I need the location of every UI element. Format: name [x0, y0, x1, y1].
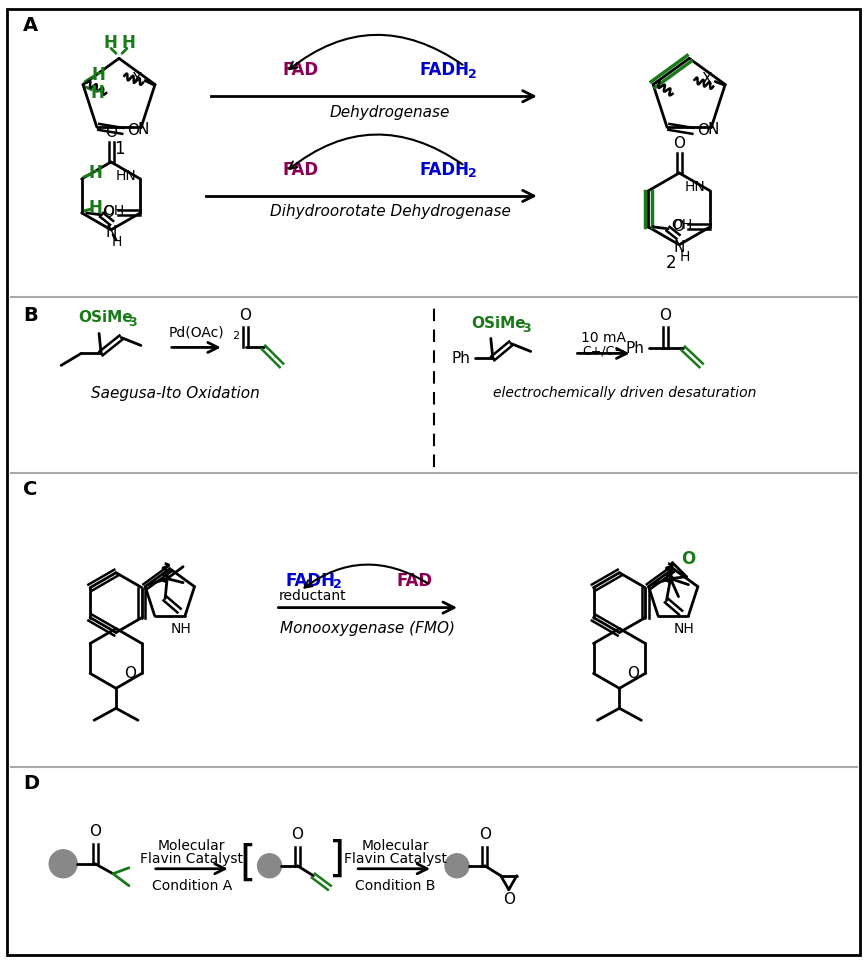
Text: N: N: [674, 240, 685, 255]
Text: N: N: [138, 122, 149, 138]
FancyArrowPatch shape: [305, 564, 428, 587]
Text: ]: ]: [329, 839, 345, 881]
Text: reductant: reductant: [279, 588, 346, 603]
Text: Ph: Ph: [626, 341, 644, 356]
Text: A: A: [23, 16, 38, 36]
Text: 2: 2: [333, 578, 342, 591]
Text: FADH: FADH: [420, 161, 470, 179]
Text: O: O: [697, 123, 709, 139]
Text: O: O: [124, 665, 136, 681]
Text: O: O: [89, 824, 101, 840]
Text: H: H: [90, 84, 104, 101]
Text: 3: 3: [128, 316, 137, 329]
Text: OH: OH: [672, 218, 693, 232]
Text: C: C: [23, 480, 37, 499]
Text: OSiMe: OSiMe: [471, 316, 526, 331]
Text: Condition A: Condition A: [152, 878, 232, 893]
Text: D: D: [23, 774, 39, 794]
Text: X: X: [132, 72, 142, 87]
Text: electrochemically driven desaturation: electrochemically driven desaturation: [493, 386, 756, 401]
Text: 10 mA: 10 mA: [581, 331, 626, 346]
Text: O: O: [240, 308, 252, 323]
Text: H: H: [89, 164, 102, 182]
Text: X: X: [702, 72, 713, 87]
Text: Molecular: Molecular: [158, 839, 226, 853]
Text: OSiMe: OSiMe: [79, 310, 134, 325]
Circle shape: [445, 854, 469, 877]
Circle shape: [49, 849, 77, 877]
Text: O: O: [479, 827, 490, 843]
Text: HN: HN: [685, 180, 706, 194]
Text: Condition B: Condition B: [355, 878, 436, 893]
Text: Saegusa-Ito Oxidation: Saegusa-Ito Oxidation: [91, 386, 260, 401]
Text: OH: OH: [103, 204, 124, 218]
Text: NH: NH: [674, 621, 695, 636]
Text: 2: 2: [666, 253, 676, 272]
Text: 2: 2: [468, 67, 477, 81]
Text: C+/C−: C+/C−: [582, 345, 625, 358]
Text: O: O: [503, 892, 515, 907]
FancyArrowPatch shape: [289, 135, 463, 169]
Text: N: N: [707, 122, 719, 138]
Text: H: H: [112, 235, 122, 248]
Text: H: H: [103, 35, 117, 52]
Text: O: O: [102, 205, 115, 221]
Text: N: N: [105, 225, 116, 241]
Text: Pd(OAc): Pd(OAc): [169, 325, 225, 340]
Text: 1: 1: [114, 140, 124, 158]
Text: B: B: [23, 305, 38, 325]
Text: FAD: FAD: [397, 572, 433, 589]
Text: O: O: [292, 827, 304, 843]
Text: FADH: FADH: [420, 62, 470, 79]
Text: O: O: [628, 665, 640, 681]
Text: O: O: [127, 123, 139, 139]
Text: H: H: [89, 199, 102, 217]
Text: Flavin Catalyst: Flavin Catalyst: [344, 852, 447, 866]
Text: O: O: [105, 124, 117, 140]
Text: FAD: FAD: [282, 62, 319, 79]
Text: O: O: [674, 136, 685, 150]
Text: Flavin Catalyst: Flavin Catalyst: [141, 852, 243, 866]
Text: FAD: FAD: [282, 161, 319, 179]
Text: H: H: [680, 249, 690, 264]
Text: Molecular: Molecular: [361, 839, 429, 853]
Text: O: O: [660, 308, 671, 323]
Circle shape: [258, 854, 281, 877]
Text: Dihydroorotate Dehydrogenase: Dihydroorotate Dehydrogenase: [270, 204, 510, 220]
Text: Dehydrogenase: Dehydrogenase: [330, 105, 450, 119]
Text: Monooxygenase (FMO): Monooxygenase (FMO): [279, 621, 455, 636]
FancyArrowPatch shape: [289, 35, 463, 69]
Text: HN: HN: [116, 169, 137, 183]
Text: 2: 2: [468, 168, 477, 180]
Text: O: O: [673, 220, 684, 234]
Text: NH: NH: [171, 621, 192, 636]
Text: H: H: [121, 35, 135, 52]
Text: FADH: FADH: [286, 572, 335, 589]
Text: [: [: [240, 843, 256, 885]
Text: H: H: [92, 65, 106, 84]
Text: 2: 2: [232, 331, 240, 342]
Text: Ph: Ph: [451, 351, 470, 366]
Text: 3: 3: [523, 322, 531, 335]
Text: O: O: [681, 550, 695, 568]
